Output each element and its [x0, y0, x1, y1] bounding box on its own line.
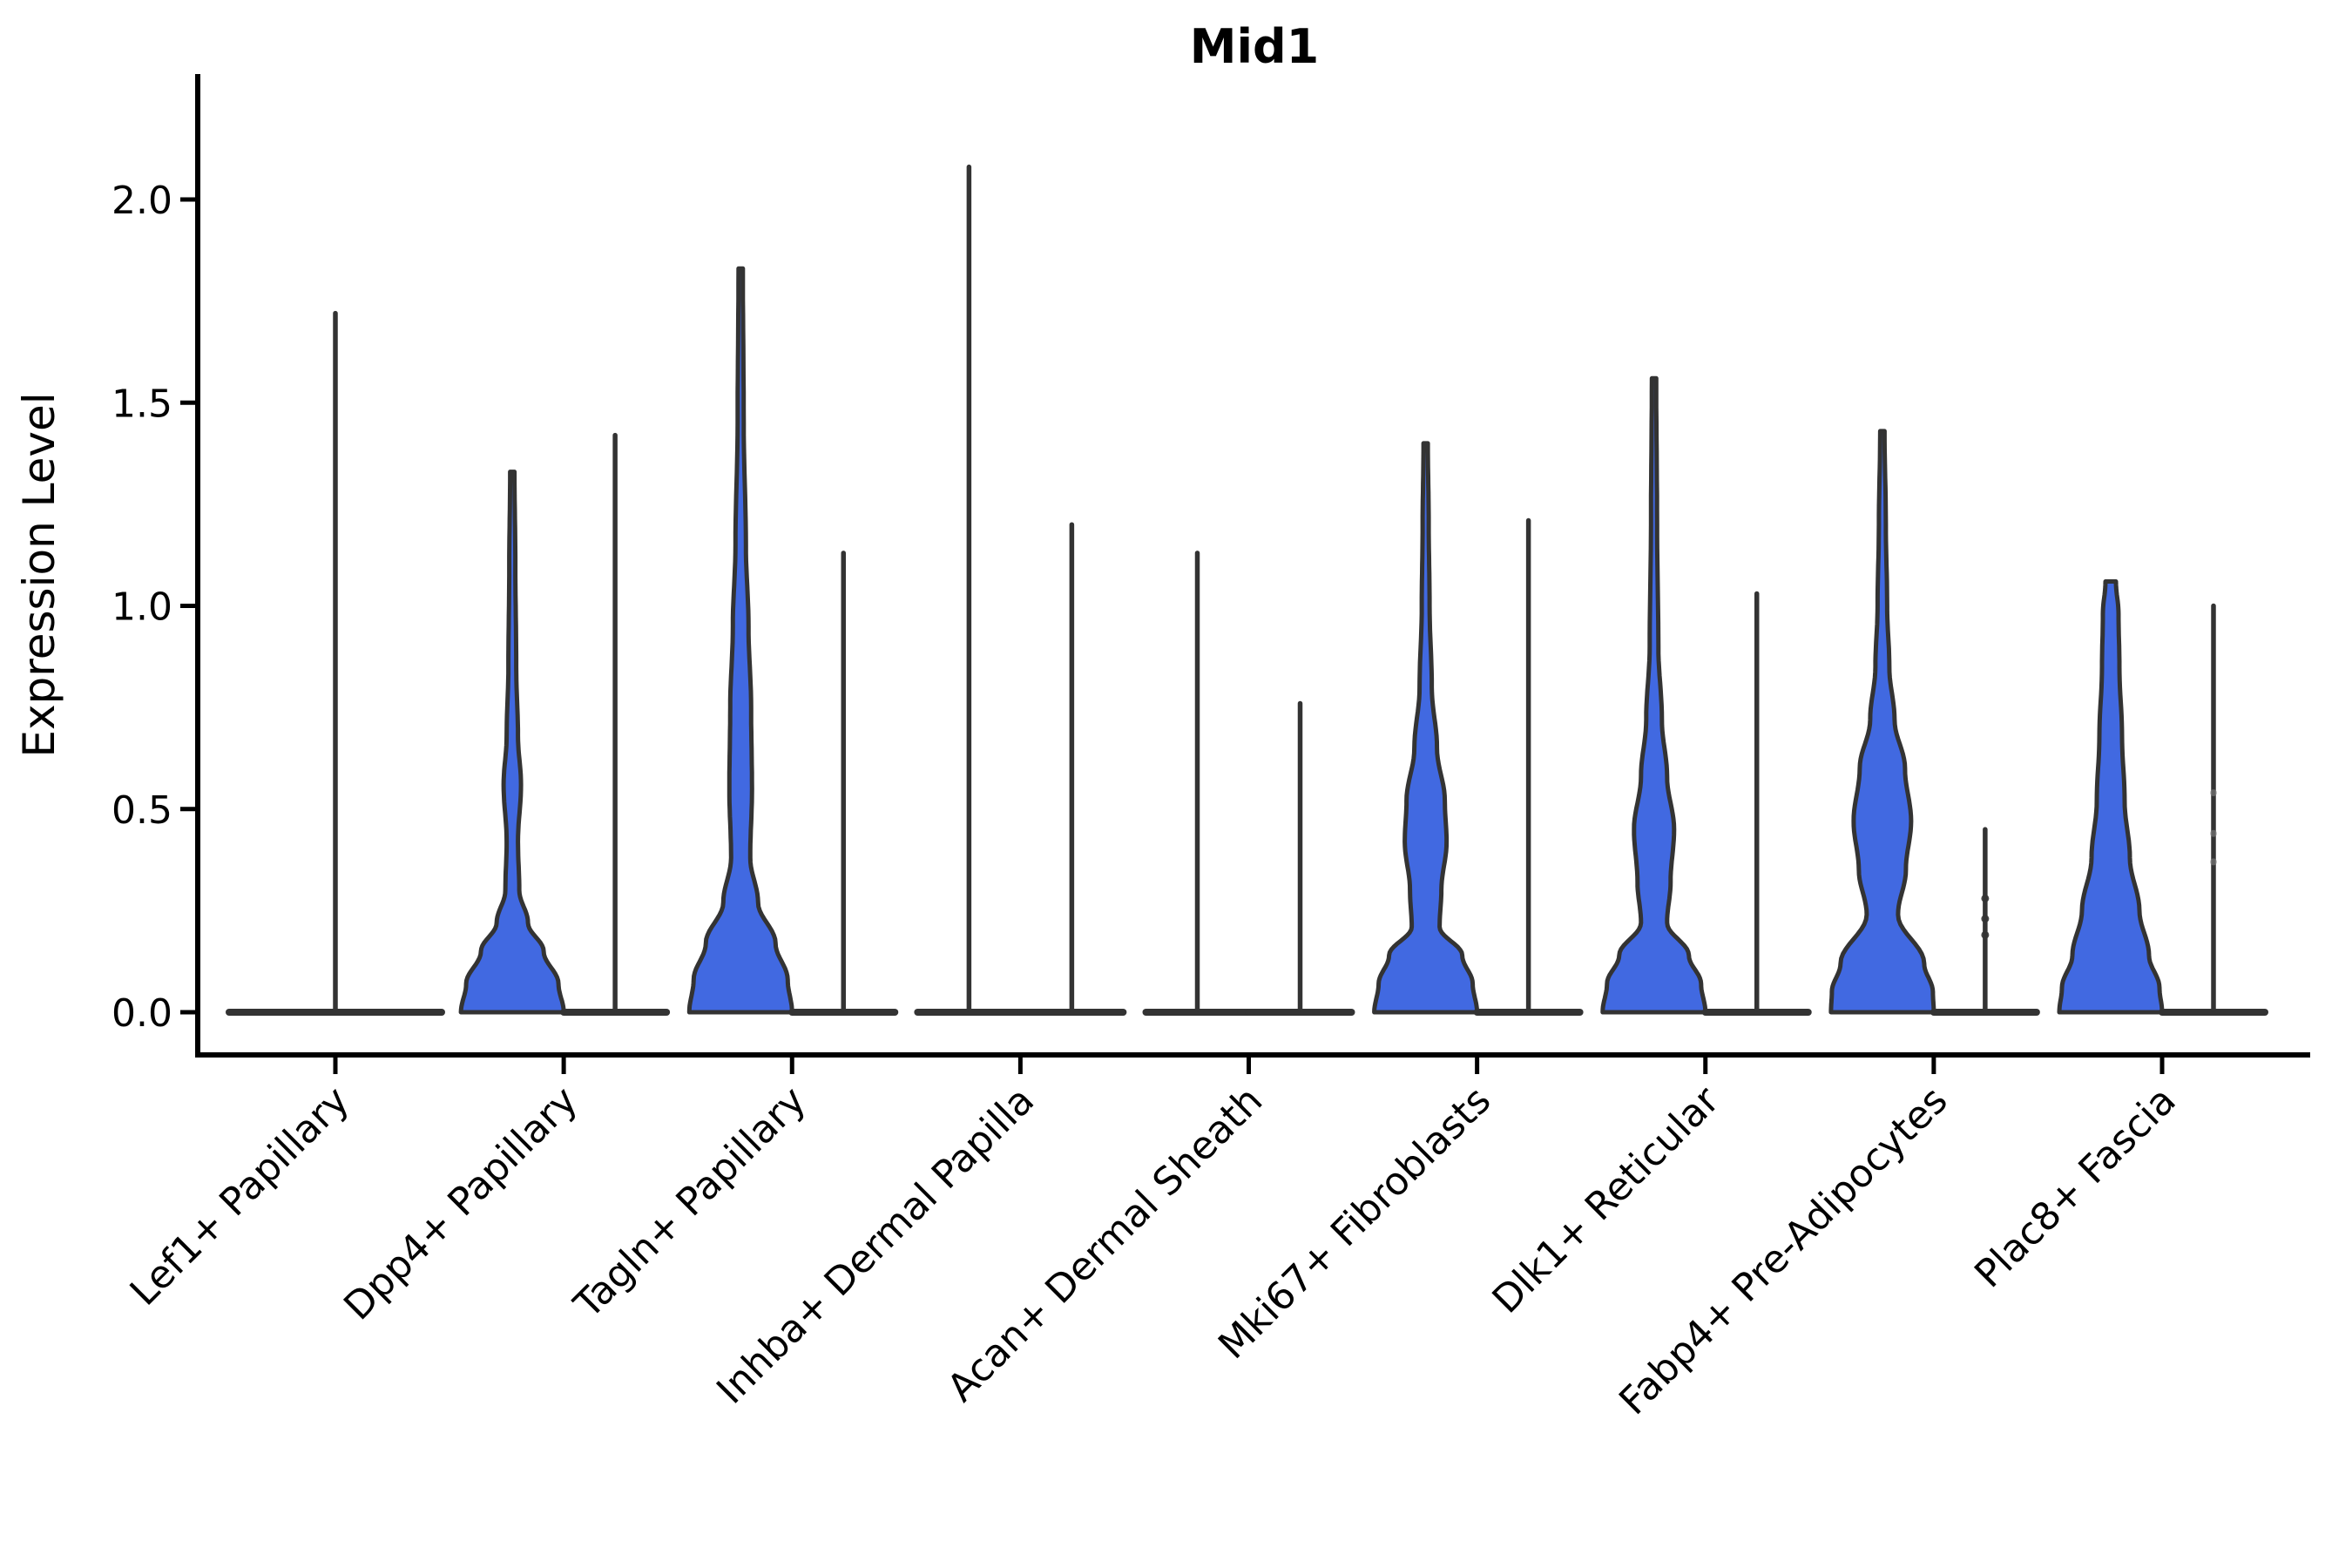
y-tick-label: 0.0	[112, 991, 172, 1036]
jitter-dot	[1981, 894, 1990, 902]
jitter-dot	[2210, 829, 2217, 837]
x-tick-label: Tagln+ Papillary	[565, 1078, 814, 1328]
x-tick-label: Dpp4+ Papillary	[335, 1078, 586, 1329]
y-tick-label: 0.5	[112, 788, 172, 833]
x-tick-label: Lef1+ Papillary	[122, 1078, 358, 1315]
jitter-dot	[2210, 789, 2217, 797]
violin-filled	[458, 470, 566, 1015]
jitter-dot	[1981, 915, 1990, 923]
violin-filled	[2057, 579, 2165, 1015]
x-tick-label: Plac8+ Fascia	[1966, 1078, 2185, 1297]
x-tick-label: Dlk1+ Reticular	[1484, 1078, 1729, 1322]
jitter-dot	[2210, 858, 2217, 866]
jitter-dot	[1981, 930, 1990, 939]
violin-filled	[686, 266, 794, 1015]
violin-filled	[1372, 441, 1480, 1015]
chart-title: Mid1	[1190, 19, 1319, 74]
violin-filled	[1600, 375, 1708, 1015]
y-tick-label: 1.0	[112, 585, 172, 630]
y-axis-label: Expression Level	[14, 392, 64, 757]
violin-filled	[1828, 429, 1936, 1015]
y-tick-label: 1.5	[112, 382, 172, 426]
violins-layer	[226, 164, 2268, 1016]
y-tick-label: 2.0	[112, 179, 172, 223]
axes-layer	[180, 74, 2310, 1074]
